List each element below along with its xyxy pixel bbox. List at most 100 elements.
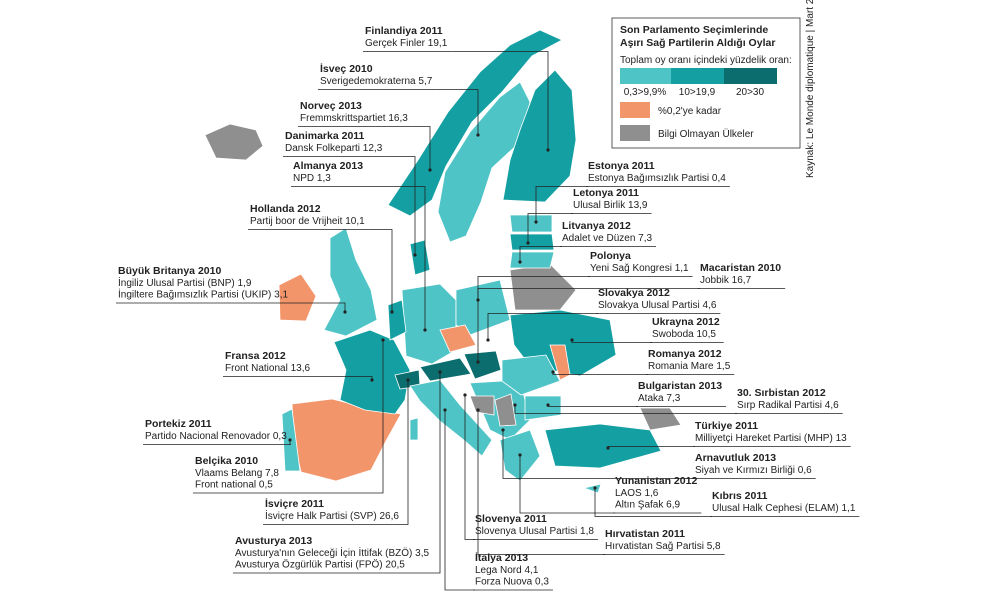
callout-line: Vlaams Belang 7,8 — [195, 468, 279, 479]
callout-line: Swoboda 10,5 — [652, 329, 716, 340]
callout-title: Arnavutluk 2013 — [695, 452, 776, 464]
callout-title: Almanya 2013 — [293, 160, 363, 172]
callout-line: Sverigedemokraterna 5,7 — [320, 76, 433, 87]
france — [333, 329, 411, 415]
callout-title: Romanya 2012 — [648, 348, 722, 360]
cyprus — [582, 483, 602, 494]
swatch — [620, 125, 650, 141]
callout-leader — [514, 405, 737, 414]
callout-line: Fremmskrittspartiet 16,3 — [300, 113, 408, 124]
callout-title: Norveç 2013 — [300, 100, 362, 112]
callout-title: Polonya — [590, 250, 631, 262]
legend-class: 0,3>9,9% — [624, 87, 667, 98]
callout-dot — [476, 408, 480, 412]
callout-leader — [282, 340, 384, 494]
callout-leader — [411, 126, 431, 170]
ireland — [278, 273, 317, 322]
callout-dot — [381, 338, 385, 342]
iceland — [204, 123, 264, 161]
callout-line: Yeni Sağ Kongresi 1,1 — [590, 263, 689, 274]
callout-leader — [547, 405, 638, 407]
callout-title: Fransa 2012 — [225, 350, 286, 362]
callout-title: Estonya 2011 — [588, 160, 655, 172]
callout-line: NPD 1,3 — [293, 173, 331, 184]
callout-dot — [486, 338, 490, 342]
callout-dot — [606, 446, 610, 450]
callout-dot — [288, 438, 292, 442]
callout-line: Altın Şafak 6,9 — [615, 500, 680, 511]
callout-leader — [535, 186, 588, 222]
callout-title: İtalya 2013 — [475, 551, 528, 564]
callout-line: LAOS 1,6 — [615, 488, 659, 499]
callout-line: Slovakya Ulusal Partisi 4,6 — [598, 300, 717, 311]
latvia — [509, 233, 555, 251]
legend-title: Son Parlamento Seçimlerinde — [620, 24, 768, 36]
callout-line: Jobbik 16,7 — [700, 275, 752, 286]
callout-dot — [443, 408, 447, 412]
callout-title: Avusturya 2013 — [235, 535, 312, 547]
callout-title: Kıbrıs 2011 — [712, 490, 768, 502]
bosnia — [469, 395, 495, 416]
callout-line: Avusturya Özgürlük Partisi (FPÖ) 20,5 — [235, 559, 405, 571]
callout-dot — [526, 241, 530, 245]
callout-line: Partido Nacional Renovador 0,3 — [145, 431, 287, 442]
callout-line: Slovenya Ulusal Partisi 1,8 — [475, 526, 594, 537]
callout-dot — [513, 403, 517, 407]
callout-dot — [438, 370, 442, 374]
sardinia — [409, 417, 419, 441]
callout-dot — [546, 148, 550, 152]
callout-dot — [501, 428, 505, 432]
callout-title: Büyük Britanya 2010 — [118, 265, 221, 277]
callout-dot — [476, 133, 480, 137]
callout-title: Türkiye 2011 — [695, 420, 758, 432]
callout-title: İsviçre 2011 — [265, 497, 324, 510]
callout-line: Estonya Bağımsızlık Partisi 0,4 — [588, 173, 726, 184]
callout-dot — [551, 370, 555, 374]
finland — [502, 69, 577, 203]
callout-leader — [502, 430, 695, 479]
callout-line: Hırvatistan Sağ Partisi 5,8 — [605, 541, 721, 552]
romania — [501, 354, 561, 396]
germany — [401, 283, 457, 365]
callout-line: İsviçre Halk Partisi (SVP) 26,6 — [265, 509, 399, 522]
callout-title: Slovenya 2011 — [475, 513, 547, 525]
callout-leader — [436, 89, 479, 135]
callout-title: Belçika 2010 — [195, 455, 258, 467]
callout-dot — [476, 360, 480, 364]
lithuania — [509, 251, 555, 269]
legend-class: 10>19,9 — [679, 87, 716, 98]
moldova — [549, 344, 571, 381]
callout-dot — [370, 378, 374, 382]
callout-line: İngiliz Ulusal Partisi (BNP) 1,9 — [118, 276, 252, 289]
callout-leader — [402, 380, 409, 525]
callout-title: Litvanya 2012 — [562, 220, 631, 232]
callout-line: Adalet ve Düzen 7,3 — [562, 233, 652, 244]
denmark — [409, 239, 431, 276]
callout-leader — [386, 156, 416, 255]
caucasus — [639, 407, 682, 431]
callout-title: Letonya 2011 — [573, 187, 639, 199]
turkey — [544, 423, 662, 469]
callout-line: Sırp Radikal Partisi 4,6 — [737, 400, 839, 411]
callout-leader — [519, 246, 562, 262]
callout-title: Hollanda 2012 — [250, 203, 321, 215]
swatch — [620, 102, 650, 118]
legend-class: 20>30 — [736, 87, 765, 98]
callout-dot — [406, 378, 410, 382]
callout-title: Hırvatistan 2011 — [605, 528, 685, 540]
callout-leader — [367, 186, 426, 330]
callout-dot — [423, 328, 427, 332]
legend-scale-label: Toplam oy oranı içindeki yüzdelik oran: — [620, 55, 792, 66]
swatch — [620, 68, 671, 84]
serbia — [494, 393, 517, 427]
callout-line: Dansk Folkeparti 12,3 — [285, 143, 383, 154]
czechia — [439, 324, 477, 353]
source: Kaynak: Le Monde diplomatique | Mart 201… — [805, 0, 816, 178]
belarus — [509, 263, 577, 311]
callout-leader — [368, 229, 393, 312]
swatch — [724, 68, 777, 84]
callout-title: 30. Sırbistan 2012 — [737, 387, 826, 399]
callout-title: Danimarka 2011 — [285, 130, 365, 142]
